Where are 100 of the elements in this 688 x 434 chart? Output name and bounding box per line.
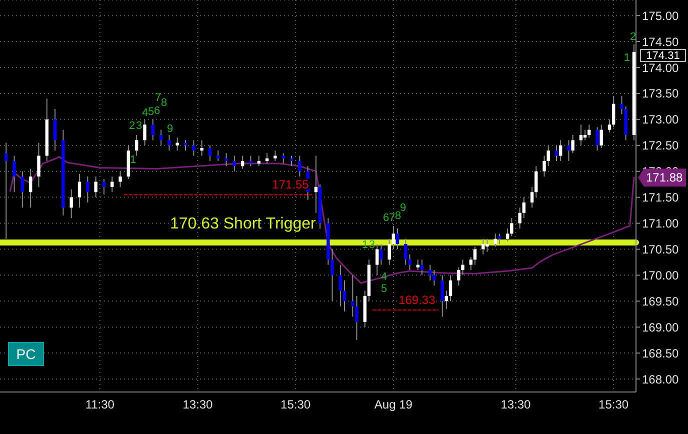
candlestick bbox=[53, 108, 57, 152]
candlestick bbox=[440, 274, 444, 318]
candlestick bbox=[224, 152, 228, 167]
candlestick bbox=[588, 124, 591, 138]
y-tick-label: 169.00 bbox=[642, 320, 680, 334]
candlestick bbox=[200, 140, 204, 156]
candlestick bbox=[567, 140, 570, 162]
candlestick bbox=[506, 228, 510, 242]
candlestick bbox=[274, 150, 277, 162]
candlestick bbox=[342, 280, 346, 312]
candlestick bbox=[265, 152, 269, 164]
candlestick bbox=[290, 155, 294, 167]
candlestick bbox=[314, 155, 318, 214]
annotation: 7 bbox=[154, 92, 162, 104]
x-tick-label: 15:30 bbox=[598, 398, 629, 412]
annotation: 9 bbox=[400, 202, 406, 214]
candlestick bbox=[240, 155, 244, 170]
candlestick bbox=[159, 129, 163, 146]
candlestick bbox=[376, 244, 379, 276]
candlestick bbox=[612, 96, 616, 128]
candlestick bbox=[416, 259, 420, 270]
candlestick bbox=[20, 170, 24, 208]
candlestick bbox=[86, 176, 90, 203]
candlestick bbox=[28, 168, 32, 208]
x-tick-label: 13:30 bbox=[500, 398, 532, 412]
y-tick-label: 174.00 bbox=[642, 60, 680, 75]
y-tick-label: 172.50 bbox=[642, 138, 680, 153]
annotation: 1 bbox=[130, 154, 136, 166]
candlestick bbox=[498, 233, 502, 245]
candlestick bbox=[486, 238, 489, 252]
candlestick bbox=[184, 140, 188, 152]
data-label: 169.33 bbox=[398, 292, 436, 307]
candlestick bbox=[432, 269, 436, 286]
candlestick bbox=[428, 264, 432, 281]
candlestick bbox=[571, 134, 574, 154]
x-tick-label: 11:30 bbox=[85, 398, 115, 412]
candlestick bbox=[282, 152, 285, 164]
candlestick bbox=[4, 142, 8, 240]
annotation: 4 bbox=[142, 107, 148, 119]
candlestick bbox=[388, 238, 391, 266]
candlestick bbox=[530, 186, 534, 208]
y-tick-label: 168.00 bbox=[642, 372, 680, 386]
candlestick bbox=[380, 244, 383, 266]
candlestick bbox=[232, 155, 236, 172]
candlestick bbox=[522, 196, 526, 219]
candlestick bbox=[102, 178, 106, 196]
y-tick-label: 171.50 bbox=[642, 190, 680, 205]
candlestick bbox=[518, 207, 522, 229]
candlestick bbox=[330, 248, 334, 302]
line-series bbox=[9, 156, 635, 284]
candlestick bbox=[338, 264, 342, 307]
candlestick bbox=[176, 137, 179, 152]
y-tick-label: 174.50 bbox=[642, 34, 680, 49]
candlestick bbox=[392, 225, 396, 250]
y-tick-label: 173.00 bbox=[642, 112, 680, 127]
candlestick bbox=[494, 233, 497, 248]
candlestick bbox=[78, 173, 82, 208]
candlestick bbox=[534, 166, 538, 198]
y-tick-label: 170.00 bbox=[642, 268, 680, 282]
annotation: 9 bbox=[166, 123, 174, 135]
candlestick bbox=[608, 118, 612, 133]
candlestick bbox=[249, 155, 252, 167]
annotation: 3 bbox=[136, 120, 142, 132]
annotation: 8 bbox=[160, 97, 168, 109]
candlestick bbox=[37, 142, 40, 188]
annotation: 6 bbox=[382, 212, 390, 224]
x-tick-label: Aug 19 bbox=[374, 398, 413, 412]
annotation: 1 bbox=[624, 52, 630, 64]
candlestick bbox=[118, 170, 122, 188]
y-tick-label: 175.00 bbox=[642, 8, 680, 23]
y-tick-label: 169.50 bbox=[642, 294, 680, 308]
candlestick bbox=[94, 176, 98, 198]
y-tick-label: 173.50 bbox=[642, 86, 680, 101]
candlestick bbox=[448, 274, 452, 302]
candlestick bbox=[257, 155, 260, 167]
text: 174.31 bbox=[640, 49, 686, 62]
candlestick bbox=[168, 134, 171, 152]
candlestick bbox=[473, 246, 477, 266]
candlestick bbox=[396, 228, 400, 250]
annotation: PC bbox=[8, 342, 44, 366]
candlestick bbox=[216, 150, 220, 162]
candlestick bbox=[134, 134, 138, 156]
candlestick bbox=[420, 259, 424, 276]
annotation: 8 bbox=[394, 210, 402, 222]
candlestick bbox=[620, 96, 624, 115]
annotation: 6 bbox=[154, 105, 160, 117]
candlestick bbox=[298, 155, 302, 178]
annotation: 5 bbox=[380, 283, 388, 295]
annotation: 7 bbox=[388, 212, 396, 224]
candlestick bbox=[482, 238, 485, 255]
candlestick bbox=[110, 176, 114, 193]
annotation: 2 bbox=[630, 31, 636, 43]
annotation: 5 bbox=[148, 106, 154, 118]
candlestick bbox=[208, 144, 212, 162]
candlestick bbox=[600, 124, 603, 148]
candlestick bbox=[583, 129, 587, 141]
candlestick bbox=[12, 155, 16, 193]
candlestick bbox=[192, 140, 196, 156]
candlestick bbox=[579, 124, 583, 146]
candlestick bbox=[554, 144, 558, 162]
